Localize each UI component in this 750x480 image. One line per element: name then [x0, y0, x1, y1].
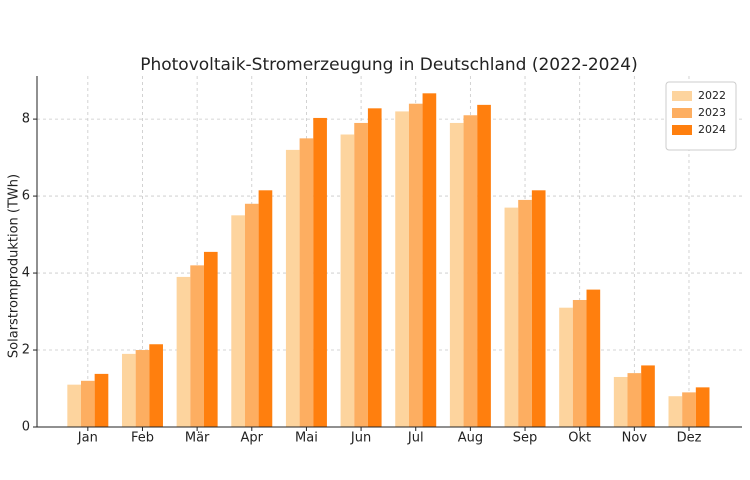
bar — [518, 199, 532, 427]
bar — [367, 108, 382, 427]
x-tick-label: Feb — [131, 431, 154, 446]
x-tick-label: Jan — [77, 431, 98, 446]
y-tick-label: 8 — [22, 112, 30, 127]
x-tick-label: Apr — [241, 431, 264, 446]
bar — [613, 376, 628, 427]
bar — [244, 203, 259, 427]
bar — [203, 251, 218, 427]
bar — [695, 387, 710, 427]
bar — [285, 149, 300, 428]
bar — [531, 190, 546, 427]
legend-label: 2024 — [698, 123, 726, 136]
x-tick-label: Aug — [458, 431, 483, 446]
x-tick-label: Sep — [513, 431, 538, 446]
bar — [477, 104, 491, 427]
chart-title: Photovoltaik-Stromerzeugung in Deutschla… — [140, 55, 638, 75]
legend-label: 2023 — [698, 106, 726, 119]
y-tick-label: 6 — [22, 189, 30, 204]
bar — [627, 373, 642, 427]
legend-swatch — [672, 125, 692, 135]
bar — [176, 276, 191, 427]
bar — [299, 138, 314, 427]
bar — [559, 307, 573, 427]
bar — [463, 115, 478, 427]
bar — [258, 190, 273, 427]
x-tick-label: Dez — [677, 431, 702, 446]
bar — [340, 134, 355, 427]
bar — [135, 350, 150, 427]
legend-label: 2022 — [698, 89, 726, 102]
legend-swatch — [672, 108, 692, 118]
bar — [395, 111, 409, 427]
bar — [231, 215, 245, 427]
y-tick-label: 0 — [22, 420, 30, 435]
x-tick-label: Nov — [622, 431, 648, 446]
y-axis-label: Solarstromproduktion (TWh) — [7, 174, 22, 358]
bar — [149, 344, 163, 427]
x-tick-label: Jul — [407, 431, 424, 446]
bar — [94, 373, 109, 427]
bar — [668, 396, 683, 427]
bar — [190, 265, 204, 427]
bar — [586, 289, 601, 427]
bar — [313, 117, 327, 428]
legend-swatch — [672, 91, 692, 101]
bar — [572, 299, 587, 427]
bar — [354, 122, 368, 427]
x-tick-label: Jun — [350, 431, 371, 446]
bar — [121, 353, 136, 427]
bar — [408, 103, 423, 428]
bar — [67, 384, 81, 427]
bar — [422, 93, 437, 427]
x-tick-label: Mär — [185, 431, 210, 446]
y-tick-label: 4 — [22, 266, 30, 281]
x-tick-label: Okt — [568, 431, 591, 446]
bar — [641, 365, 655, 427]
y-tick-label: 2 — [22, 343, 30, 358]
bar — [682, 392, 696, 427]
x-tick-label: Mai — [295, 431, 318, 446]
bar — [449, 122, 464, 427]
bar — [80, 380, 95, 427]
bar — [504, 207, 519, 427]
